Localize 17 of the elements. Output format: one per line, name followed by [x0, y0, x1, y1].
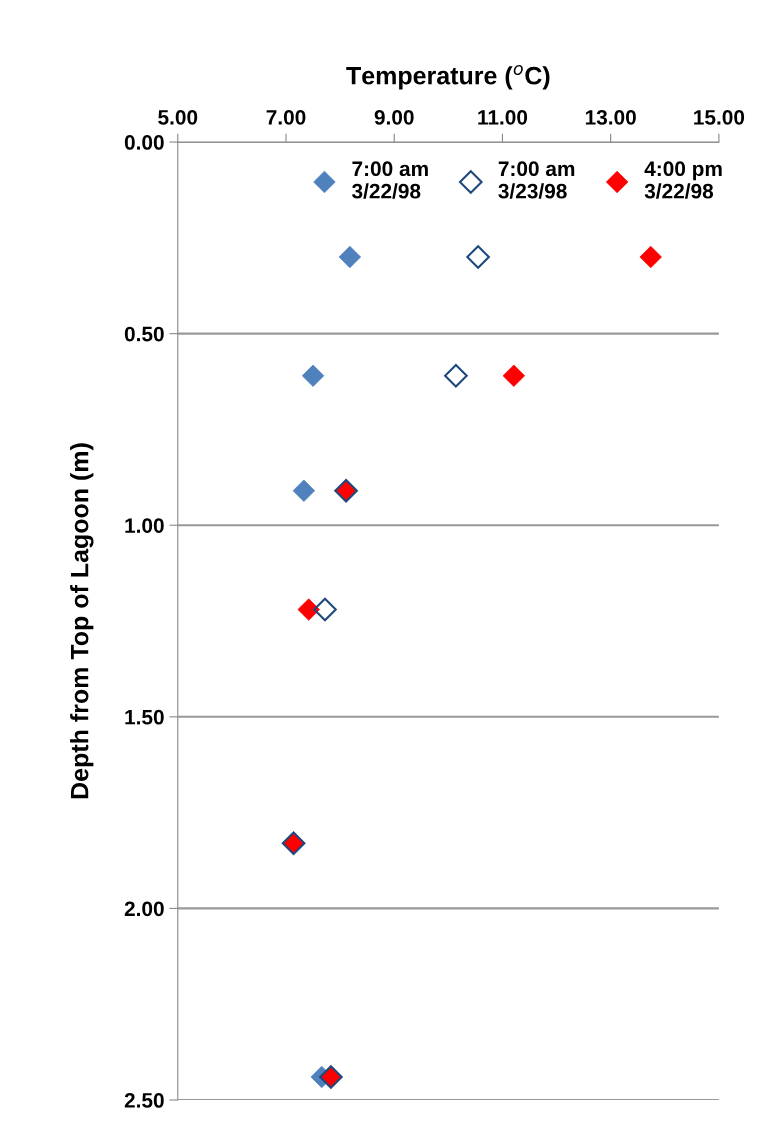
legend-label: 7:00 am 3/22/98: [352, 161, 428, 199]
y-tick-label: 0.50: [124, 326, 164, 342]
x-tick-label: 9.00: [374, 109, 414, 125]
legend-label: 7:00 am 3/23/98: [498, 161, 575, 199]
y-tick-label: 0.00: [124, 135, 164, 150]
x-tick-label: 7.00: [266, 109, 306, 125]
y-tick-label: 1.50: [125, 709, 164, 725]
x-axis-title: Temperature ($^{o}$C): [346, 64, 550, 90]
y-tick-label: 1.00: [125, 518, 164, 533]
y-axis-title: Depth from Top of Lagoon (m): [70, 443, 94, 799]
legend-label: 4:00 pm 3/22/98: [644, 161, 722, 199]
y-tick-label: 2.00: [124, 901, 164, 917]
x-tick-label: 15.00: [694, 109, 745, 125]
y-tick-label: 2.50: [124, 1093, 164, 1108]
x-tick-label: 11.00: [478, 109, 528, 125]
x-tick-label: 13.00: [585, 109, 636, 125]
x-tick-label: 5.00: [158, 109, 198, 125]
